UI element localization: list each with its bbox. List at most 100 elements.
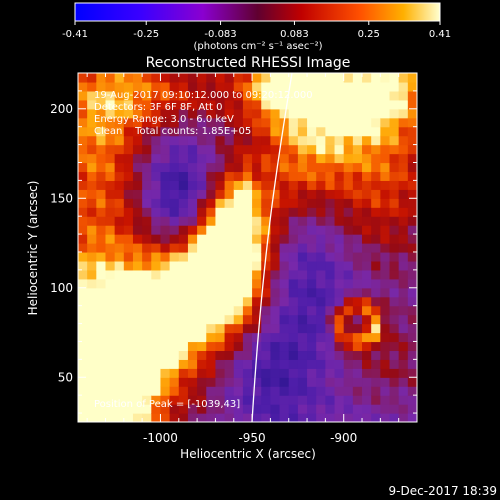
heatmap-cell xyxy=(142,153,152,164)
heatmap-cell xyxy=(380,332,391,343)
heatmap-cell xyxy=(151,99,162,110)
heatmap-cell xyxy=(78,198,88,208)
heatmap-cell xyxy=(407,189,417,199)
heatmap-cell xyxy=(160,386,171,396)
plot-frame xyxy=(77,72,418,423)
heatmap-cell xyxy=(242,368,253,378)
heatmap-cell xyxy=(389,278,400,289)
heatmap-cell xyxy=(316,269,326,280)
heatmap-cell xyxy=(242,216,253,226)
heatmap-cell xyxy=(187,207,198,217)
heatmap-cell xyxy=(224,207,235,217)
heatmap-cell xyxy=(187,314,198,325)
heatmap-cell xyxy=(371,189,381,199)
heatmap-cell xyxy=(187,234,198,244)
heatmap-cell xyxy=(151,260,162,271)
heatmap-cell xyxy=(252,171,262,181)
heatmap-cell xyxy=(169,135,180,146)
heatmap-cell xyxy=(343,404,354,414)
heatmap-cell xyxy=(105,108,116,119)
heatmap-cell xyxy=(206,90,217,101)
heatmap-cell xyxy=(352,305,363,316)
heatmap-cell xyxy=(206,99,217,110)
colorbar-tick-label: -0.41 xyxy=(62,29,88,40)
heatmap-cell xyxy=(389,207,400,217)
heatmap-cell xyxy=(398,126,409,137)
heatmap-cell xyxy=(105,225,116,235)
heatmap-cell xyxy=(261,350,272,360)
heatmap-cell xyxy=(279,73,290,83)
heatmap-cell xyxy=(407,180,417,190)
heatmap-cell xyxy=(224,332,235,343)
heatmap-cell xyxy=(325,305,336,316)
heatmap-cell xyxy=(343,296,354,307)
heatmap-cell xyxy=(169,234,180,244)
heatmap-cell xyxy=(87,225,97,235)
heatmap-cell xyxy=(288,332,299,343)
heatmap-cell xyxy=(316,135,326,146)
heatmap-cell xyxy=(242,296,253,307)
heatmap-cell xyxy=(252,180,262,190)
heatmap-cell xyxy=(252,359,262,369)
heatmap-cell xyxy=(398,377,409,387)
heatmap-cell xyxy=(279,323,290,334)
heatmap-cell xyxy=(270,81,281,92)
heatmap-cell xyxy=(307,395,317,405)
heatmap-cell xyxy=(288,278,299,289)
heatmap-cell xyxy=(334,323,345,334)
heatmap-cell xyxy=(288,350,299,360)
heatmap-cell xyxy=(252,108,262,119)
heatmap-cell xyxy=(279,234,290,244)
heatmap-cell xyxy=(398,314,409,325)
heatmap-cell xyxy=(132,90,143,101)
heatmap-cell xyxy=(279,162,290,173)
heatmap-cell xyxy=(362,81,372,92)
heatmap-cell xyxy=(325,332,336,343)
heatmap-cell xyxy=(325,99,336,110)
heatmap-cell xyxy=(151,314,162,325)
heatmap-cell xyxy=(151,225,162,235)
heatmap-cell xyxy=(96,260,107,271)
heatmap-cell xyxy=(160,73,171,83)
heatmap-cell xyxy=(233,207,244,217)
heatmap-cell xyxy=(78,81,88,92)
heatmap-cell xyxy=(87,377,97,387)
heatmap-cell xyxy=(325,153,336,164)
heatmap-cell xyxy=(206,198,217,208)
heatmap-cell xyxy=(233,144,244,155)
heatmap-cell xyxy=(178,287,189,298)
heatmap-cell xyxy=(151,90,162,101)
heatmap-cell xyxy=(233,171,244,181)
heatmap-cell xyxy=(371,341,381,352)
heatmap-cell xyxy=(389,234,400,244)
heatmap-cell xyxy=(288,73,299,83)
heatmap-cell xyxy=(297,332,308,343)
heatmap-cell xyxy=(96,305,107,316)
heatmap-cell xyxy=(352,90,363,101)
heatmap-cell xyxy=(114,108,125,119)
heatmap-cell xyxy=(169,81,180,92)
heatmap-cell xyxy=(123,144,134,155)
heatmap-cell xyxy=(389,171,400,181)
heatmap-cell xyxy=(407,377,417,387)
heatmap-cell xyxy=(105,359,116,369)
heatmap-cell xyxy=(242,350,253,360)
heatmap-cell xyxy=(343,144,354,155)
heatmap-cell xyxy=(325,73,336,83)
heatmap-cell xyxy=(142,117,152,128)
heatmap-cell xyxy=(142,207,152,217)
heatmap-cell xyxy=(233,404,244,414)
heatmap-cell xyxy=(233,386,244,396)
heatmap-cell xyxy=(261,395,272,405)
heatmap-cell xyxy=(242,234,253,244)
heatmap-cell xyxy=(380,189,391,199)
heatmap-cell xyxy=(87,162,97,173)
heatmap-cell xyxy=(380,323,391,334)
heatmap-cell xyxy=(325,198,336,208)
heatmap-cell xyxy=(197,117,207,128)
heatmap-cell xyxy=(288,296,299,307)
heatmap-cell xyxy=(178,386,189,396)
heatmap-cell xyxy=(270,225,281,235)
heatmap-cell xyxy=(242,243,253,253)
heatmap-cell xyxy=(96,368,107,378)
